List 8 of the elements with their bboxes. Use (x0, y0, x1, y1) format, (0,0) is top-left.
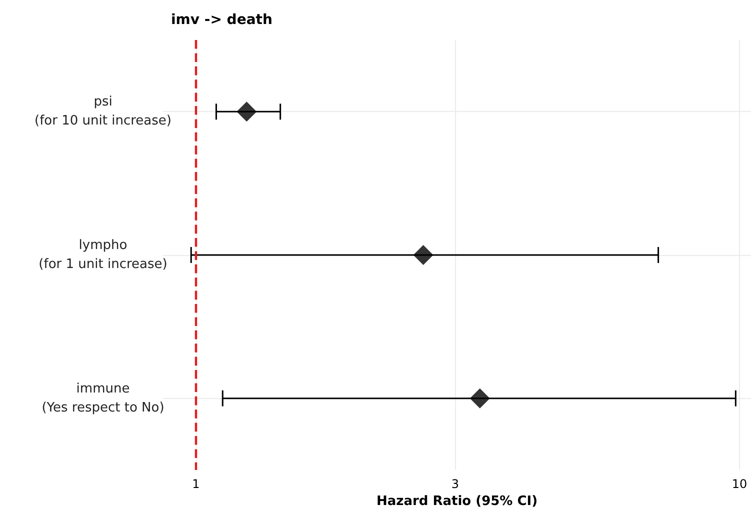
chart-title: imv -> death (171, 12, 272, 28)
y-tick-label: lympho (for 1 unit increase) (38, 238, 168, 272)
x-axis-title: Hazard Ratio (95% CI) (376, 494, 538, 509)
y-tick-label: immune (Yes respect to No) (42, 381, 164, 416)
x-tick-label: 1 (192, 477, 200, 491)
y-tick-label: psi (for 10 unit increase) (34, 94, 172, 129)
x-tick-label: 3 (451, 477, 460, 491)
x-tick-label: 10 (732, 477, 748, 491)
